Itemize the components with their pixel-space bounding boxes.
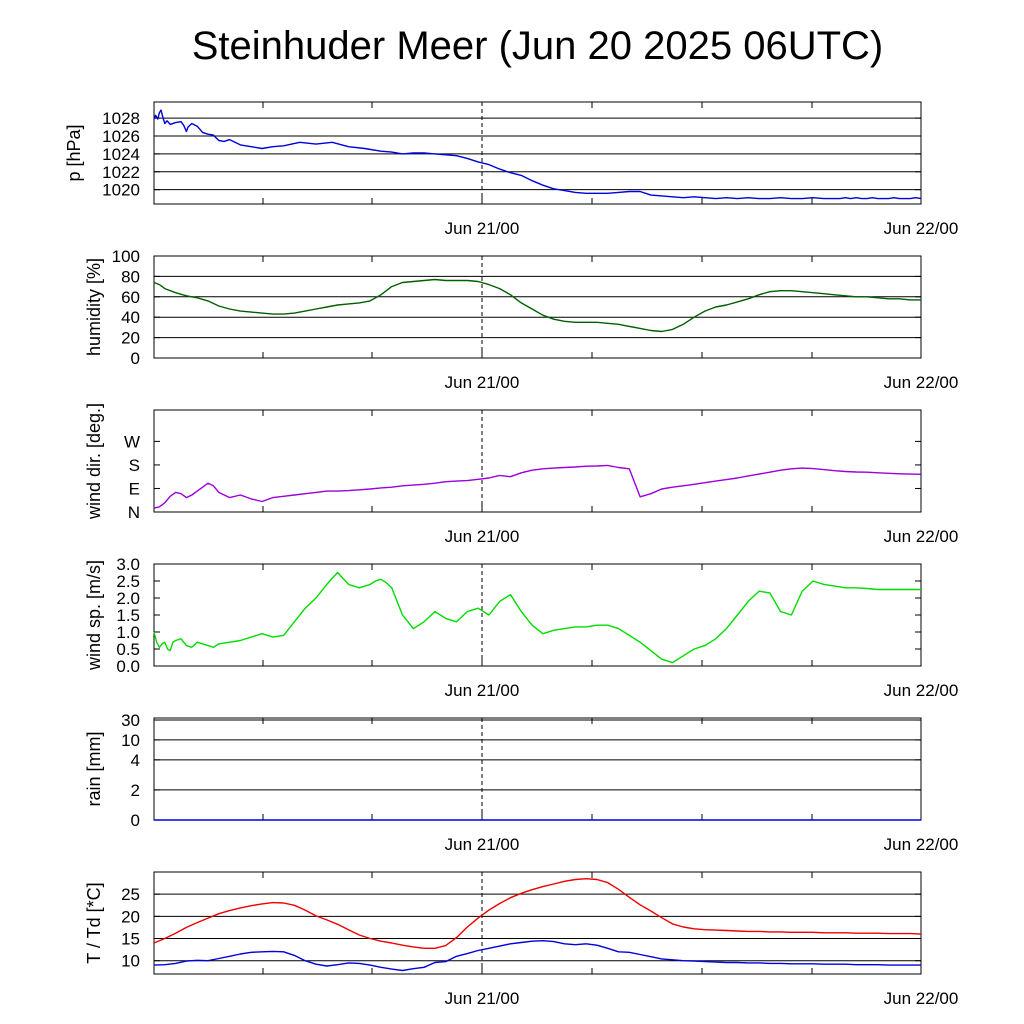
panel-5: 10 15 20 25 T / Td [*C] Jun 21/00 Jun 22/00 (84, 871, 959, 1008)
x-tick-label: Jun 22/00 (884, 989, 959, 1008)
y-tick-label: 1.0 (116, 623, 140, 642)
y-tick-label: 10 (121, 952, 140, 971)
plot-frame (153, 563, 922, 667)
y-tick-label: S (129, 456, 140, 475)
y-axis-label: p [hPa] (64, 124, 84, 181)
series-line-5-1 (153, 940, 921, 972)
y-tick-label: 0.5 (116, 640, 140, 659)
y-tick-label: 25 (121, 885, 140, 904)
series-line-3-0 (153, 571, 921, 664)
y-tick-label: 1026 (102, 127, 140, 146)
y-axis-label: wind sp. [m/s] (84, 560, 104, 671)
plot-frame (153, 255, 922, 359)
y-tick-label: 0 (131, 811, 140, 830)
series-line-0-0 (153, 109, 922, 200)
y-tick-label: 0.0 (116, 657, 140, 676)
y-tick-label: 2.5 (116, 572, 140, 591)
x-tick-label: Jun 21/00 (445, 989, 520, 1008)
y-tick-label: E (129, 479, 140, 498)
y-axis-label: humidity [%] (84, 258, 104, 356)
x-tick-label: Jun 21/00 (445, 681, 520, 700)
y-tick-label: 2 (131, 781, 140, 800)
x-tick-label: Jun 22/00 (884, 527, 959, 546)
plot-frame (153, 101, 922, 205)
y-tick-label: 1.5 (116, 606, 140, 625)
x-tick-label: Jun 22/00 (884, 373, 959, 392)
y-tick-label: 1022 (102, 163, 140, 182)
y-tick-label: 60 (121, 288, 140, 307)
y-tick-label: 1020 (102, 181, 140, 200)
y-axis-label: T / Td [*C] (84, 882, 104, 963)
y-tick-label: 4 (131, 751, 140, 770)
y-tick-label: 100 (112, 247, 140, 266)
y-tick-label: 2.0 (116, 589, 140, 608)
y-tick-label: N (128, 503, 140, 522)
y-tick-label: 20 (121, 329, 140, 348)
plot-frame (153, 717, 922, 821)
panel-3: 0.00.51.01.52.02.53.0 wind sp. [m/s] Jun 2… (84, 555, 958, 700)
y-tick-label: 0 (131, 349, 140, 368)
y-tick-label: 80 (121, 267, 140, 286)
x-tick-label: Jun 21/00 (445, 527, 520, 546)
y-tick-label: 10 (121, 731, 140, 750)
y-tick-label: 1024 (102, 145, 140, 164)
y-tick-label: 15 (121, 930, 140, 949)
y-axis-label: rain [mm] (84, 731, 104, 806)
series-line-5-0 (153, 878, 922, 949)
y-tick-label: W (124, 432, 140, 451)
y-tick-label: 3.0 (116, 555, 140, 574)
x-tick-label: Jun 22/00 (884, 835, 959, 854)
x-tick-label: Jun 21/00 (445, 373, 520, 392)
y-axis-label: wind dir. [deg.] (84, 403, 104, 520)
series-line-2-0 (153, 464, 922, 509)
y-tick-label: 30 (121, 711, 140, 730)
y-tick-label: 1028 (102, 109, 140, 128)
y-tick-label: 20 (121, 907, 140, 926)
x-tick-label: Jun 22/00 (884, 219, 959, 238)
x-tick-label: Jun 21/00 (445, 219, 520, 238)
series-line-1-0 (153, 278, 921, 333)
x-tick-label: Jun 22/00 (884, 681, 959, 700)
x-tick-label: Jun 21/00 (445, 835, 520, 854)
chart-title: Steinhuder Meer (Jun 20 2025 06UTC) (191, 24, 884, 68)
plot-frame (153, 409, 922, 513)
y-tick-label: 40 (121, 308, 140, 327)
plot-frame (153, 871, 922, 975)
